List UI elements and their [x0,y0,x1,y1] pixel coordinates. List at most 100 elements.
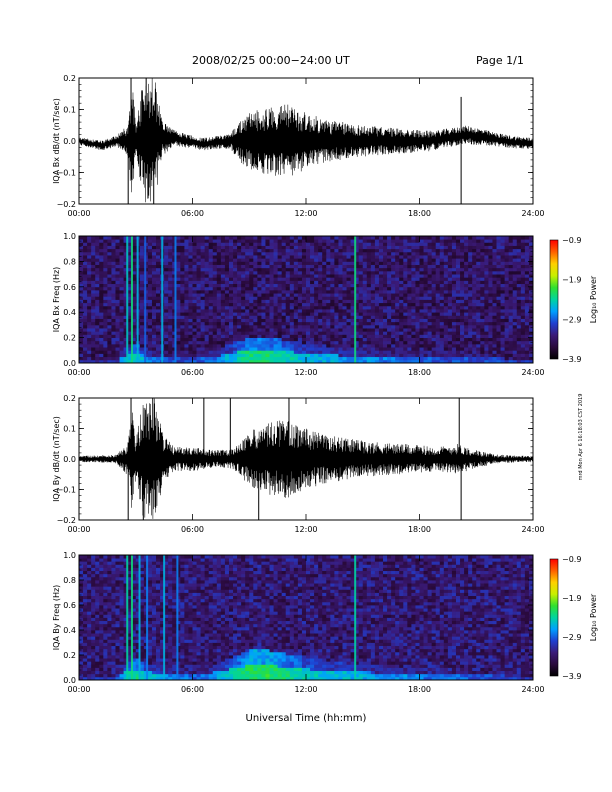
iqa-bx-spectrogram-cell [269,251,274,256]
iqa-bx-spectrogram-cell [387,293,392,297]
iqa-bx-spectrogram-cell [492,312,497,316]
iqa-bx-spectrogram-cell [472,334,477,338]
iqa-bx-spectrogram-cell [249,270,254,275]
iqa-bx-spectrogram-cell [383,315,388,319]
iqa-bx-spectrogram-cell [168,299,173,304]
iqa-bx-spectrogram-cell [237,280,242,285]
iqa-bx-spectrogram-cell [464,324,469,329]
iqa-bx-spectrogram-cell [111,267,116,272]
iqa-bx-spectrogram-cell [123,280,129,285]
iqa-bx-spectrogram-cell [411,350,416,354]
iqa-bx-spectrogram-cell [378,353,384,358]
iqa-bx-spectrogram-cell [233,299,238,304]
iqa-bx-spectrogram-cell [342,347,347,351]
iqa-bx-spectrogram-cell [383,318,388,323]
iqa-bx-spectrogram-cell [224,267,230,272]
iqa-bx-spectrogram-cell [455,347,461,351]
iqa-bx-spectrogram-cell [395,267,400,272]
iqa-bx-spectrogram-cell [346,245,351,250]
iqa-bx-spectrogram-cell [468,343,473,348]
iqa-bx-spectrogram-cell [370,277,376,281]
iqa-bx-spectrogram-cell [180,251,185,256]
iqa-bx-spectrogram-cell [131,356,137,361]
iqa-bx-spectrogram-cell [188,255,193,259]
iqa-bx-spectrogram-cell [431,289,437,294]
iqa-bx-spectrogram-cell [261,331,266,335]
iqa-bx-spectrogram-cell [468,261,473,265]
iqa-bx-spectrogram-cell [212,270,218,275]
iqa-bx-spectrogram-cell [249,280,254,285]
iqa-bx-spectrogram-cell [468,324,473,329]
iqa-bx-spectrogram-cell [306,359,311,364]
iqa-bx-spectrogram-cell [451,289,457,294]
iqa-bx-spectrogram-cell [115,258,120,262]
iqa-bx-spectrogram-cell [338,296,343,300]
iqa-bx-spectrogram-cell [370,296,376,300]
iqa-bx-spectrogram-cell [289,299,295,304]
iqa-bx-spectrogram-cell [184,261,189,265]
iqa-bx-spectrogram-cell [512,309,518,313]
iqa-bx-spectrogram-cell [504,321,510,326]
iqa-bx-spectrogram-cell [285,289,291,294]
iqa-bx-spectrogram-cell [208,343,214,348]
iqa-by-spectrogram-cell [99,617,104,622]
iqa-bx-spectrogram-cell [277,251,283,256]
iqa-bx-spectrogram-cell [245,293,250,297]
iqa-bx-spectrogram-cell [103,242,108,246]
iqa-bx-spectrogram-cell [111,270,116,275]
iqa-bx-spectrogram-cell [306,270,311,275]
iqa-bx-spectrogram-cell [200,274,206,278]
iqa-bx-spectrogram-cell [257,331,262,335]
iqa-bx-spectrogram-cell [224,277,230,281]
iqa-bx-spectrogram-cell [301,283,307,288]
iqa-bx-spectrogram-cell [378,315,384,319]
iqa-bx-spectrogram-cell [455,302,461,307]
iqa-bx-spectrogram-cell [492,293,497,297]
iqa-bx-spectrogram-cell [237,289,242,294]
iqa-bx-spectrogram-cell [350,293,356,297]
iqa-bx-spectrogram-cell [354,245,360,250]
iqa-bx-spectrogram-cell [131,328,137,332]
iqa-bx-spectrogram-cell [423,255,428,259]
iqa-bx-spectrogram-cell [366,340,372,345]
iqa-bx-spectrogram-cell [220,328,226,332]
iqa-bx-spectrogram-cell [277,331,283,335]
iqa-bx-spectrogram-cell [273,242,279,246]
iqa-bx-spectrogram-cell [253,305,258,310]
iqa-bx-spectrogram-cell [208,331,214,335]
iqa-by-spectrogram-cell [83,601,88,606]
iqa-bx-spectrogram-cell [528,312,534,316]
iqa-bx-spectrogram-cell [265,255,270,259]
iqa-by-spectrogram-cell [79,655,84,659]
iqa-bx-spectrogram-cell [524,321,530,326]
iqa-bx-spectrogram-cell [314,242,319,246]
iqa-bx-spectrogram-cell [119,277,124,281]
iqa-bx-spectrogram-cell [281,245,287,250]
iqa-bx-spectrogram-cell [342,277,347,281]
iqa-bx-spectrogram-cell [192,302,197,307]
iqa-bx-spectrogram-cell [257,239,262,243]
iqa-bx-spectrogram-cell [391,270,396,275]
iqa-bx-spectrogram-cell [265,321,270,326]
iqa-bx-spectrogram-cell [500,356,506,361]
iqa-bx-spectrogram-cell [261,267,266,272]
iqa-bx-spectrogram-cell [245,283,250,288]
iqa-bx-spectrogram-cell [301,280,307,285]
iqa-bx-spectrogram-cell [131,245,137,250]
iqa-bx-spectrogram-cell [476,318,481,323]
iqa-bx-spectrogram-cell [224,305,230,310]
iqa-bx-spectrogram-cell [204,293,210,297]
iqa-bx-spectrogram-cell [249,353,254,358]
iqa-bx-spectrogram-cell [224,258,230,262]
iqa-bx-spectrogram-cell [79,353,84,358]
iqa-bx-spectrogram-cell [427,356,433,361]
iqa-bx-spectrogram-cell [192,312,197,316]
iqa-by-spectrogram-cell [99,664,104,668]
iqa-bx-spectrogram-cell [330,347,335,351]
iqa-bx-spectrogram-cell [261,255,266,259]
iqa-bx-spectrogram-cell [99,356,104,361]
iqa-bx-spectrogram-cell [196,337,201,342]
iqa-bx-spectrogram-cell [338,248,343,253]
iqa-bx-spectrogram-cell [370,239,376,243]
iqa-bx-spectrogram-cell [455,293,461,297]
